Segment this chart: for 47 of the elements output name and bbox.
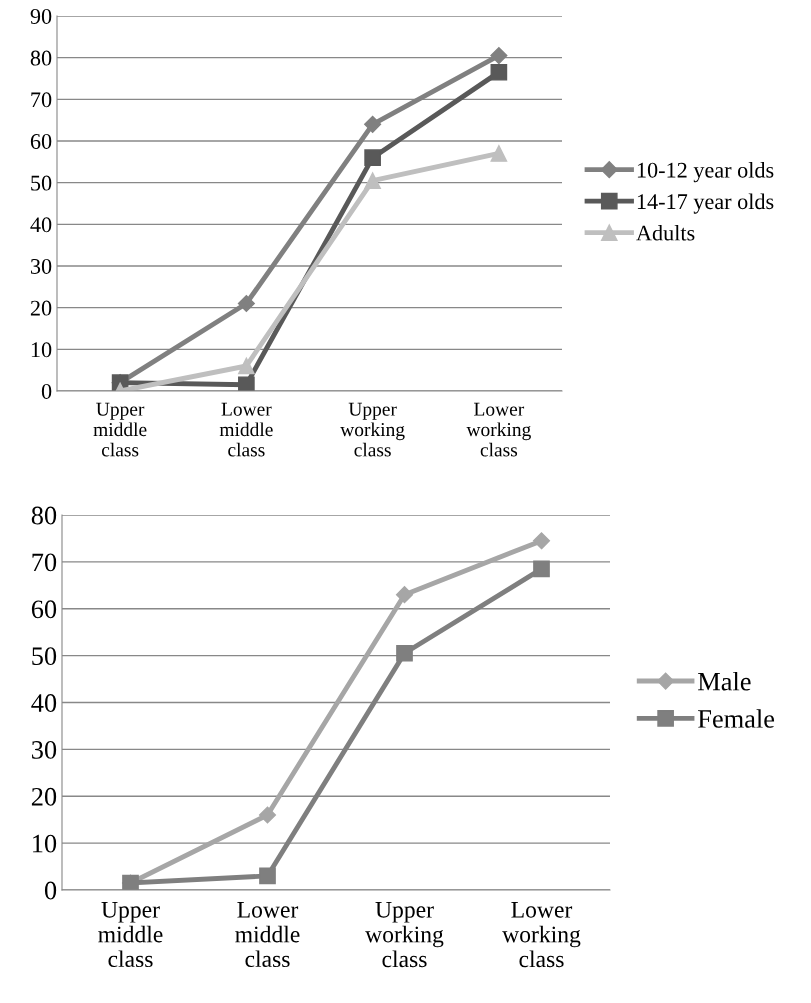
legend-label: 10-12 year olds — [637, 162, 774, 183]
y-tick-label: 60 — [31, 600, 57, 619]
y-tick-label: 80 — [31, 506, 57, 525]
x-tick-label: Lower middle class — [219, 402, 273, 457]
point — [532, 532, 551, 550]
point — [238, 357, 255, 375]
point — [258, 806, 277, 824]
y-tick-label: 90 — [30, 8, 52, 24]
legend-label: 14-17 year olds — [637, 193, 774, 214]
x-tick-label: Upper middle class — [93, 402, 147, 457]
y-tick-label: 10 — [33, 834, 57, 853]
point — [237, 294, 255, 313]
x-tick-label: Upper working class — [340, 402, 405, 457]
x-tick-label: Lower middle class — [235, 902, 300, 968]
y-tick-label: 10 — [31, 342, 52, 358]
point — [490, 63, 508, 81]
point — [395, 586, 414, 604]
point — [364, 149, 381, 167]
legend-label: Adults — [636, 224, 695, 241]
y-tick-label: 50 — [32, 647, 57, 666]
y-tick-label: 30 — [30, 258, 52, 274]
y-tick-label: 20 — [30, 300, 52, 316]
y-tick-label: 20 — [31, 787, 57, 806]
point — [364, 115, 382, 133]
y-tick-label: 30 — [32, 740, 57, 759]
y-tick-label: 0 — [44, 881, 57, 900]
y-tick-label: 40 — [31, 694, 57, 712]
x-tick-label: Lower working class — [466, 402, 531, 457]
legend-label: Male — [698, 671, 751, 691]
point — [238, 376, 255, 391]
x-tick-label: Upper middle class — [98, 902, 163, 968]
point — [533, 560, 550, 578]
x-tick-label: Lower working class — [502, 902, 581, 968]
y-tick-label: 0 — [41, 383, 52, 399]
point — [490, 47, 508, 65]
y-tick-label: 50 — [31, 175, 52, 191]
x-tick-label: Upper working class — [365, 902, 444, 968]
legend-label: Female — [698, 709, 775, 728]
y-tick-label: 80 — [30, 50, 52, 66]
point — [364, 172, 381, 189]
y-tick-label: 40 — [30, 217, 52, 233]
point — [396, 644, 413, 662]
y-tick-label: 70 — [32, 553, 57, 572]
point — [490, 145, 508, 162]
y-tick-label: 60 — [30, 133, 52, 149]
y-tick-label: 70 — [31, 92, 52, 108]
point — [259, 867, 276, 885]
